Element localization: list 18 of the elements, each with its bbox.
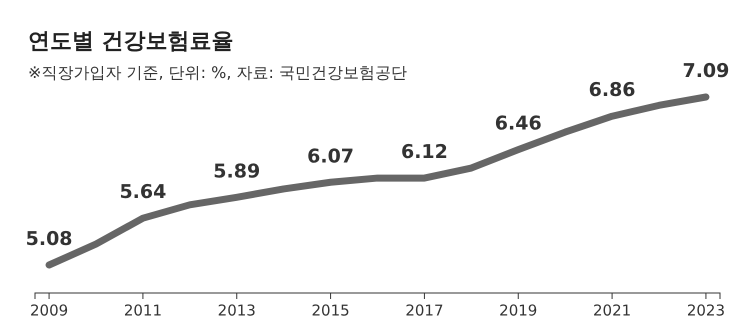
x-tick-label: 2011 [124, 302, 162, 320]
x-tick-label: 2023 [686, 302, 726, 320]
x-tick-label: 2013 [218, 302, 256, 320]
x-tick-label: 2021 [592, 302, 632, 320]
x-tick-label: 2009 [30, 302, 68, 320]
data-label: 6.46 [494, 112, 542, 135]
data-label: 5.08 [26, 228, 73, 250]
data-label: 7.09 [682, 60, 730, 82]
data-label: 5.64 [119, 181, 166, 204]
data-label: 6.12 [400, 141, 448, 164]
data-label: 6.07 [307, 145, 354, 168]
x-tick-label: 2015 [311, 302, 350, 320]
data-label: 6.86 [588, 79, 636, 102]
chart-subtitle: ※직장가입자 기준, 단위: %, 자료: 국민건강보험공단 [28, 63, 407, 82]
x-tick-label: 2017 [405, 302, 444, 320]
data-label: 5.89 [213, 160, 260, 182]
chart-title: 연도별 건강보험료율 [28, 29, 234, 54]
x-tick-label: 2019 [499, 302, 538, 320]
